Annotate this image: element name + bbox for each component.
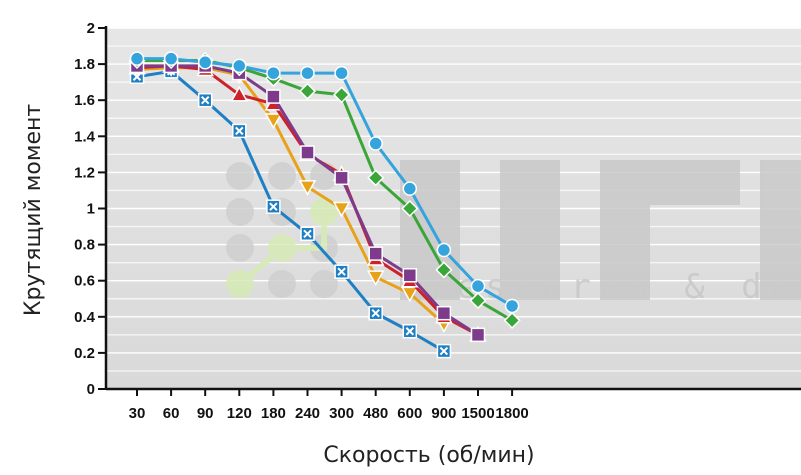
watermark-dot	[226, 162, 254, 190]
y-tick-label: 0	[87, 381, 95, 398]
y-tick-label: 0.4	[74, 309, 96, 326]
x-tick-label: 180	[261, 405, 286, 422]
series-line	[136, 69, 445, 353]
data-point	[266, 89, 281, 104]
data-point	[334, 170, 349, 186]
data-point	[334, 65, 349, 81]
data-point	[470, 327, 486, 343]
data-point	[367, 169, 385, 187]
data-point	[300, 145, 315, 160]
data-point	[368, 136, 383, 151]
data-point	[470, 278, 486, 294]
y-tick-label: 0.8	[74, 237, 95, 254]
data-point	[230, 85, 249, 102]
data-point	[333, 86, 351, 104]
data-point	[401, 199, 419, 218]
data-point	[300, 65, 315, 81]
x-tick-label: 600	[397, 405, 422, 422]
x-tick-label: 60	[163, 405, 180, 422]
data-point	[402, 323, 418, 339]
watermark-text: research & dev	[428, 267, 801, 307]
y-axis-label: Крутящий момент	[21, 104, 46, 317]
data-point	[366, 270, 385, 287]
data-point	[368, 305, 383, 321]
watermark-dot	[310, 270, 338, 298]
watermark-dot	[268, 270, 296, 298]
y-tick-label: 1.8	[74, 56, 95, 73]
data-point	[300, 226, 315, 242]
watermark-dot	[226, 198, 254, 226]
data-point	[334, 264, 349, 279]
x-tick-label: 1800	[495, 405, 528, 422]
watermark-block	[500, 160, 560, 300]
y-ticks: 0 0.2 0.4 0.6 0.8 1 1.2 1.4 1.6 1.8 2	[74, 20, 106, 398]
y-tick-label: 0.6	[74, 273, 95, 290]
y-tick-label: 1.2	[74, 164, 95, 181]
data-point	[264, 113, 283, 130]
y-tick-label: 1.6	[74, 92, 95, 109]
data-point	[298, 180, 317, 196]
series-group	[128, 51, 521, 359]
y-tick-label: 1	[87, 201, 95, 218]
data-point	[504, 298, 520, 314]
x-axis-label: Скорость (об/мин)	[323, 443, 534, 468]
data-point	[266, 199, 281, 214]
x-tick-label: 90	[197, 405, 214, 422]
data-point	[232, 123, 247, 139]
y-tick-label: 2	[87, 20, 95, 37]
x-ticks: 30 60 90 120 180 240 300 480 600 900 1500 1800	[129, 389, 529, 422]
watermark-line	[238, 212, 327, 287]
data-point	[332, 201, 351, 218]
data-point	[436, 305, 452, 321]
watermark-block	[760, 160, 801, 300]
data-point	[469, 291, 487, 310]
data-point	[402, 181, 418, 196]
watermark-dot	[268, 162, 296, 190]
data-point	[163, 51, 179, 66]
data-point	[129, 51, 145, 66]
x-tick-label: 30	[129, 405, 146, 422]
x-tick-label: 300	[329, 405, 354, 422]
x-tick-label: 900	[431, 405, 456, 422]
y-tick-label: 1.4	[74, 128, 96, 145]
data-point	[402, 268, 418, 283]
data-point	[232, 58, 247, 74]
data-point	[436, 242, 452, 258]
data-point	[298, 82, 317, 100]
data-point	[266, 65, 281, 81]
x-tick-label: 120	[227, 405, 252, 422]
watermark-block	[600, 160, 650, 300]
data-point	[503, 311, 521, 329]
x-tick-label: 240	[295, 405, 320, 422]
data-point	[197, 55, 213, 70]
y-tick-label: 0.2	[74, 345, 95, 362]
watermark-dot	[226, 234, 254, 262]
data-point	[436, 343, 452, 359]
data-point	[368, 246, 383, 261]
data-point	[435, 261, 453, 279]
x-tick-label: 1500	[461, 405, 494, 422]
data-point	[197, 92, 213, 108]
x-tick-label: 480	[363, 405, 388, 422]
